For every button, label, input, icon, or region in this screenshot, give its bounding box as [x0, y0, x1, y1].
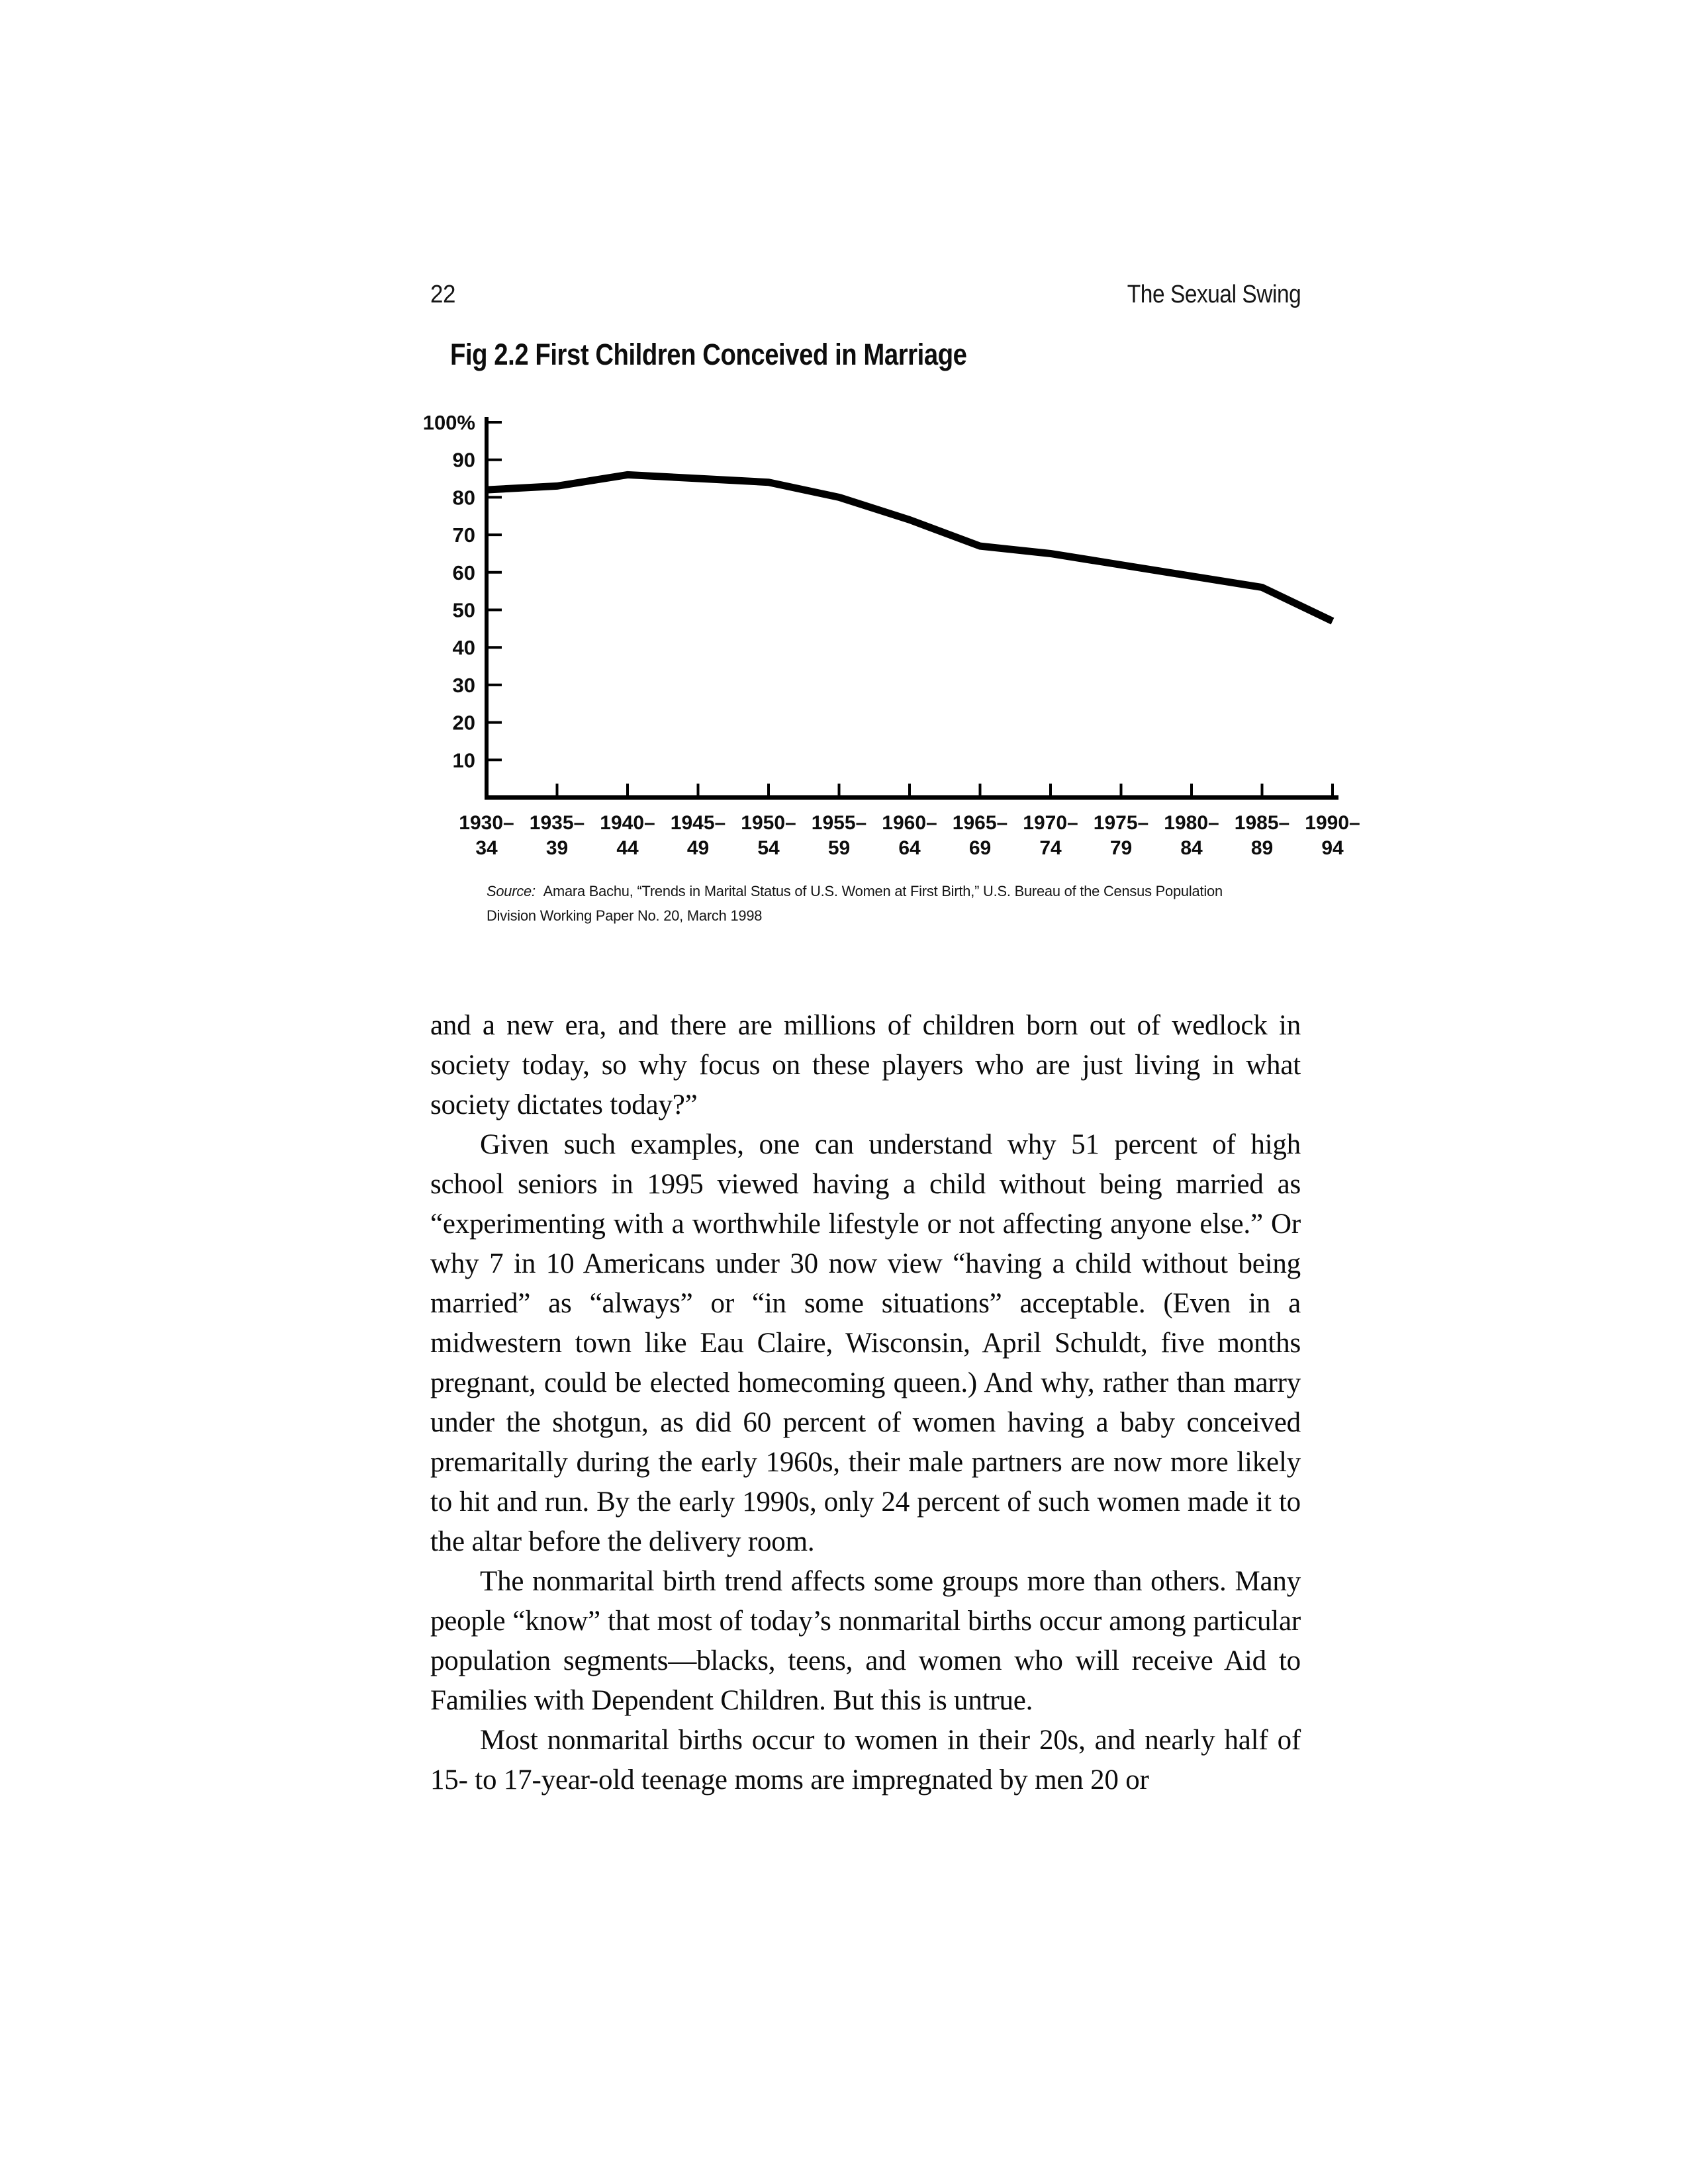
x-tick-label: 64	[898, 837, 921, 859]
x-tick-label: 69	[969, 837, 991, 859]
y-tick-label: 90	[453, 449, 475, 472]
x-tick-label: 1970–	[1023, 812, 1078, 834]
y-tick-label: 100%	[423, 411, 475, 434]
x-tick-label: 1975–	[1094, 812, 1149, 834]
running-header: 22 The Sexual Swing	[430, 281, 1301, 310]
x-tick-label: 1950–	[741, 812, 796, 834]
y-tick-label: 30	[453, 674, 475, 697]
x-tick-label: 1935–	[530, 812, 585, 834]
x-tick-label: 1945–	[671, 812, 726, 834]
y-tick-label: 40	[453, 636, 475, 659]
x-tick-label: 94	[1321, 837, 1344, 859]
x-tick-label: 1955–	[812, 812, 867, 834]
x-tick-label: 79	[1110, 837, 1132, 859]
x-tick-label: 1930–	[459, 812, 514, 834]
x-tick-label: 34	[475, 837, 498, 859]
x-tick-label: 1960–	[882, 812, 937, 834]
x-tick-label: 1940–	[600, 812, 655, 834]
x-tick-label: 59	[828, 837, 850, 859]
trend-line	[486, 471, 1335, 625]
x-tick-label: 39	[546, 837, 568, 859]
x-tick-label: 74	[1039, 837, 1062, 859]
x-tick-label: 84	[1180, 837, 1203, 859]
x-tick-label: 44	[616, 837, 639, 859]
paragraph: The nonmarital birth trend affects some …	[430, 1566, 1301, 1716]
source-text: Amara Bachu, “Trends in Marital Status o…	[487, 883, 1223, 924]
y-tick-label: 70	[453, 523, 475, 547]
body-text: and a new era, and there are millions of…	[430, 1006, 1301, 1800]
x-tick-label: 1985–	[1235, 812, 1289, 834]
x-tick-label: 1980–	[1164, 812, 1219, 834]
x-tick-label: 49	[687, 837, 709, 859]
figure-title: Fig 2.2 First Children Conceived in Marr…	[450, 338, 967, 371]
paragraph: Most nonmarital births occur to women in…	[430, 1725, 1301, 1796]
paragraph: Given such examples, one can understand …	[430, 1129, 1301, 1557]
x-tick-label: 89	[1251, 837, 1273, 859]
source-label: Source:	[487, 883, 536, 899]
y-tick-label: 20	[453, 711, 475, 735]
y-tick-label: 80	[453, 486, 475, 509]
y-tick-label: 50	[453, 599, 475, 622]
y-tick-label: 60	[453, 561, 475, 584]
x-tick-label: 1965–	[953, 812, 1008, 834]
x-tick-label: 54	[757, 837, 780, 859]
running-head-title: The Sexual Swing	[1127, 281, 1301, 308]
figure-source-note: Source: Amara Bachu, “Trends in Marital …	[487, 879, 1264, 928]
y-tick-label: 10	[453, 749, 475, 772]
paragraph: and a new era, and there are millions of…	[430, 1010, 1301, 1120]
x-tick-label: 1990–	[1305, 812, 1360, 834]
page-number: 22	[430, 281, 455, 308]
